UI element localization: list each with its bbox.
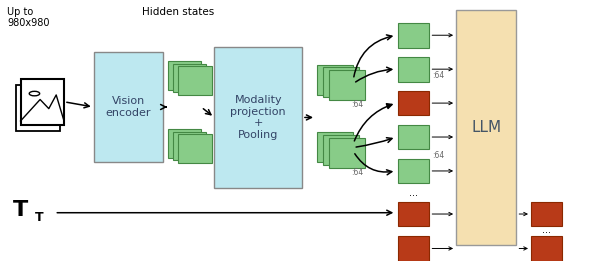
FancyBboxPatch shape [317,65,353,95]
FancyBboxPatch shape [179,66,211,95]
FancyBboxPatch shape [329,70,365,100]
Text: :64: :64 [352,100,364,109]
FancyBboxPatch shape [21,79,64,125]
FancyBboxPatch shape [167,129,201,158]
FancyBboxPatch shape [456,10,516,245]
Text: ...: ... [542,225,551,235]
Text: :64: :64 [352,168,364,177]
FancyBboxPatch shape [214,47,302,188]
FancyBboxPatch shape [173,64,206,92]
Text: $\mathbf{T}$: $\mathbf{T}$ [34,211,45,224]
FancyBboxPatch shape [398,236,429,261]
Text: ...: ... [410,188,418,198]
Text: :64: :64 [432,151,444,160]
FancyBboxPatch shape [329,138,365,168]
FancyBboxPatch shape [398,159,429,183]
FancyBboxPatch shape [531,201,562,226]
FancyBboxPatch shape [398,23,429,48]
FancyBboxPatch shape [398,57,429,81]
Text: Hidden states: Hidden states [142,7,214,17]
FancyBboxPatch shape [317,133,353,162]
Text: $\mathbf{T}$: $\mathbf{T}$ [12,200,29,220]
Text: :64: :64 [432,71,444,80]
Text: Vision
encoder: Vision encoder [106,96,151,118]
FancyBboxPatch shape [179,134,211,163]
FancyBboxPatch shape [323,135,359,165]
FancyBboxPatch shape [323,67,359,97]
FancyBboxPatch shape [398,201,429,226]
FancyBboxPatch shape [173,132,206,160]
FancyBboxPatch shape [16,86,60,131]
FancyBboxPatch shape [531,236,562,261]
Text: Modality
projection
+
Pooling: Modality projection + Pooling [230,95,286,140]
Text: LLM: LLM [471,120,501,135]
Text: Up to
980x980: Up to 980x980 [7,7,50,28]
FancyBboxPatch shape [398,91,429,115]
FancyBboxPatch shape [398,125,429,149]
FancyBboxPatch shape [94,52,163,162]
FancyBboxPatch shape [167,61,201,90]
